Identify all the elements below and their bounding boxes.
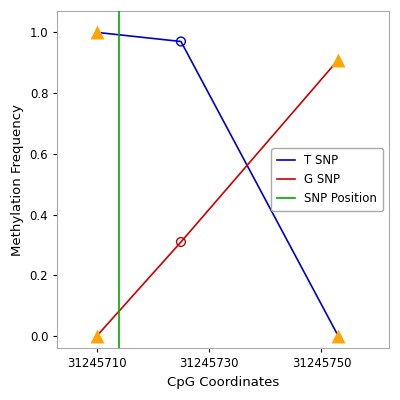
Point bbox=[178, 38, 184, 45]
Point bbox=[94, 29, 100, 36]
Point bbox=[335, 56, 342, 63]
Legend: T SNP, G SNP, SNP Position: T SNP, G SNP, SNP Position bbox=[271, 148, 383, 211]
X-axis label: CpG Coordinates: CpG Coordinates bbox=[167, 376, 279, 389]
Point bbox=[178, 239, 184, 245]
Point bbox=[94, 333, 100, 339]
Point bbox=[335, 333, 342, 339]
Y-axis label: Methylation Frequency: Methylation Frequency bbox=[11, 104, 24, 256]
